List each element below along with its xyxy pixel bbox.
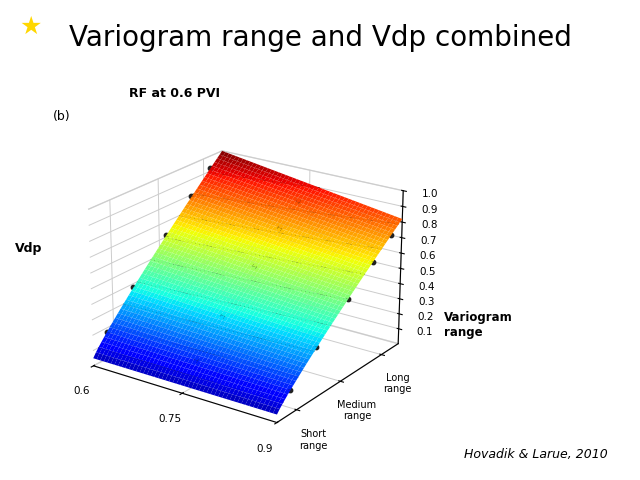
Text: (b): (b) [53, 110, 71, 123]
Text: RF at 0.6 PVI: RF at 0.6 PVI [129, 87, 220, 100]
Text: Vdp: Vdp [15, 242, 43, 255]
Text: Hovadik & Larue, 2010: Hovadik & Larue, 2010 [464, 448, 608, 461]
Text: Variogram
range: Variogram range [444, 311, 513, 339]
Text: ★: ★ [19, 14, 42, 38]
Text: Variogram range and Vdp combined: Variogram range and Vdp combined [68, 24, 572, 52]
